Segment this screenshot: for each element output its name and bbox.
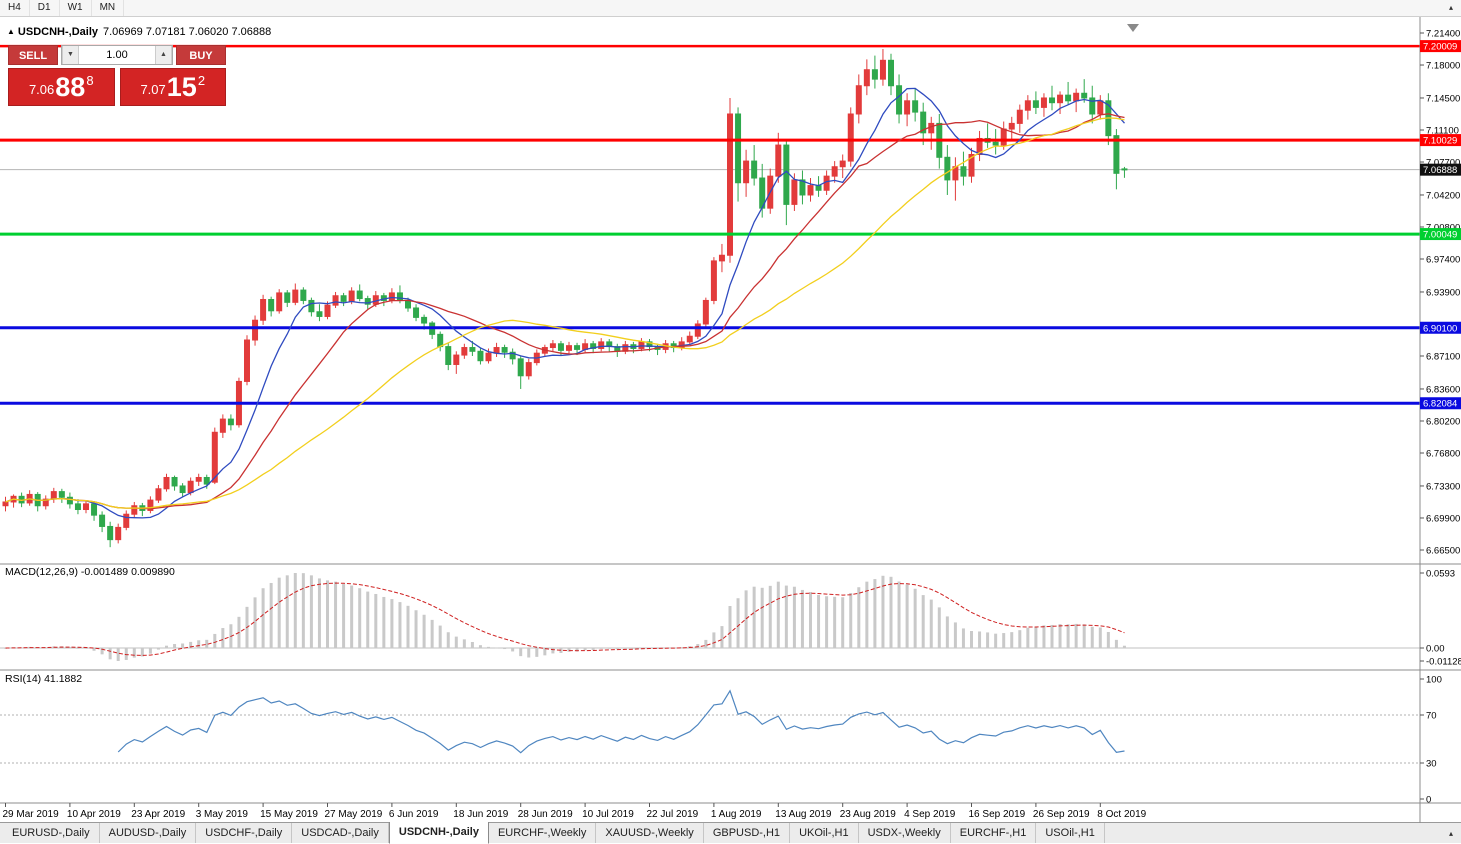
symbol-marker-icon: ▲ (7, 26, 15, 36)
svg-text:6 Jun 2019: 6 Jun 2019 (389, 809, 439, 820)
svg-text:13 Aug 2019: 13 Aug 2019 (775, 809, 832, 820)
toolbar-overflow-icon[interactable]: ▴ (1448, 3, 1453, 12)
volume-decrease-button[interactable]: ▼ (62, 45, 79, 64)
macd-indicator-label: MACD(12,26,9) -0.001489 0.009890 (5, 565, 175, 578)
chart-tab-gbpusd-h1[interactable]: GBPUSD-,H1 (704, 823, 791, 843)
svg-text:7.20009: 7.20009 (1423, 42, 1457, 53)
svg-text:3 May 2019: 3 May 2019 (196, 809, 249, 820)
svg-text:7.06888: 7.06888 (1423, 165, 1457, 176)
svg-text:7.14500: 7.14500 (1426, 93, 1460, 104)
svg-text:30: 30 (1426, 758, 1437, 769)
svg-text:1 Aug 2019: 1 Aug 2019 (711, 809, 762, 820)
chart-tab-bar: EURUSD-,Daily AUDUSD-,Daily USDCHF-,Daily U… (0, 821, 1461, 844)
rsi-indicator-label: RSI(14) 41.1882 (5, 672, 83, 685)
svg-text:6.69900: 6.69900 (1426, 513, 1460, 524)
chart-title: ▲ USDCNH-,Daily 7.06969 7.07181 7.06020 7.… (7, 26, 271, 38)
svg-text:26 Sep 2019: 26 Sep 2019 (1033, 809, 1090, 820)
svg-text:28 Jun 2019: 28 Jun 2019 (518, 809, 573, 820)
sell-price-pipette: 8 (86, 72, 94, 88)
svg-text:7.04200: 7.04200 (1426, 190, 1460, 201)
buy-price-button[interactable]: 7.07 15 2 (119, 67, 226, 106)
svg-text:10 Jul 2019: 10 Jul 2019 (582, 809, 634, 820)
chart-tab-eurusd-daily[interactable]: EURUSD-,Daily (3, 823, 100, 843)
svg-text:7.11100: 7.11100 (1426, 125, 1459, 136)
chart-tab-audusd-daily[interactable]: AUDUSD-,Daily (100, 823, 197, 843)
svg-text:-0.01128: -0.01128 (1426, 656, 1461, 667)
svg-text:6.87100: 6.87100 (1426, 351, 1460, 362)
chart-tab-eurchf-weekly[interactable]: EURCHF-,Weekly (489, 823, 597, 843)
trade-panel-header-row: SELL ▼ 1.00 ▲ BUY (8, 44, 226, 65)
chart-tab-strip: EURUSD-,Daily AUDUSD-,Daily USDCHF-,Daily U… (3, 821, 1105, 844)
tab-scroll-icon[interactable]: ▴ (1448, 828, 1453, 838)
svg-text:0: 0 (1426, 794, 1431, 805)
volume-field[interactable]: ▼ 1.00 ▲ (61, 44, 173, 65)
svg-text:0.00: 0.00 (1426, 643, 1445, 654)
svg-text:7.00800: 7.00800 (1426, 222, 1460, 233)
svg-text:27 May 2019: 27 May 2019 (325, 809, 383, 820)
sell-price-big-digits: 88 (55, 71, 86, 102)
svg-text:0.0593: 0.0593 (1426, 568, 1455, 579)
timeframe-button-h4[interactable]: H4 (0, 0, 30, 16)
svg-text:6.73300: 6.73300 (1426, 481, 1460, 492)
svg-text:8 Oct 2019: 8 Oct 2019 (1097, 809, 1146, 820)
svg-text:100: 100 (1426, 674, 1442, 685)
volume-increase-button[interactable]: ▲ (155, 45, 172, 64)
svg-text:18 Jun 2019: 18 Jun 2019 (453, 809, 508, 820)
buy-price-big-digits: 15 (166, 71, 197, 102)
chart-tab-xauusd-weekly[interactable]: XAUUSD-,Weekly (596, 823, 704, 843)
svg-text:29 Mar 2019: 29 Mar 2019 (3, 809, 60, 820)
svg-text:10 Apr 2019: 10 Apr 2019 (67, 809, 121, 820)
svg-text:6.82084: 6.82084 (1423, 399, 1457, 410)
chart-symbol-label: USDCNH-,Daily (17, 25, 98, 38)
svg-text:6.80200: 6.80200 (1426, 416, 1460, 427)
svg-text:7.00049: 7.00049 (1423, 230, 1457, 241)
svg-text:23 Apr 2019: 23 Apr 2019 (131, 809, 185, 820)
timeframe-group: H4 D1 W1 MN (0, 0, 125, 16)
timeframe-button-mn[interactable]: MN (92, 0, 125, 16)
price-chart-canvas[interactable]: 7.214007.180007.145007.111007.077007.042… (0, 16, 1461, 823)
chart-tab-usdx-weekly[interactable]: USDX-,Weekly (859, 823, 951, 843)
chart-tab-usdcnh-daily[interactable]: USDCNH-,Daily (388, 821, 489, 844)
buy-button[interactable]: BUY (176, 44, 226, 65)
chart-region: 7.21400 7.18000 7.14500 7.11100 7.07700 7.042… (0, 16, 1461, 823)
svg-text:6.83600: 6.83600 (1426, 384, 1460, 395)
chart-tab-usdcad-daily[interactable]: USDCAD-,Daily (292, 823, 389, 843)
volume-value[interactable]: 1.00 (106, 48, 128, 61)
svg-text:22 Jul 2019: 22 Jul 2019 (647, 809, 699, 820)
svg-text:15 May 2019: 15 May 2019 (260, 809, 318, 820)
chart-ohlc-values: 7.06969 7.07181 7.06020 7.06888 (103, 25, 272, 38)
svg-text:7.21400: 7.21400 (1426, 28, 1460, 39)
timeframe-toolbar: H4 D1 W1 MN ▴ (0, 0, 1461, 17)
sell-button[interactable]: SELL (8, 44, 58, 65)
timeframe-button-w1[interactable]: W1 (60, 0, 92, 16)
svg-text:6.90100: 6.90100 (1423, 323, 1457, 334)
chart-tab-ukoil-h1[interactable]: UKOil-,H1 (790, 823, 859, 843)
trade-panel-price-row: 7.06 88 8 7.07 15 2 (8, 67, 226, 106)
svg-text:7.07700: 7.07700 (1426, 157, 1460, 168)
chart-tab-usoil-h1[interactable]: USOil-,H1 (1036, 823, 1105, 843)
sell-price-button[interactable]: 7.06 88 8 (8, 67, 115, 106)
svg-text:6.97400: 6.97400 (1426, 254, 1460, 265)
buy-price-prefix: 7.07 (140, 82, 166, 98)
chart-tab-eurchf-h1[interactable]: EURCHF-,H1 (951, 823, 1037, 843)
one-click-trade-panel: SELL ▼ 1.00 ▲ BUY 7.06 88 8 7.07 15 2 (8, 44, 226, 106)
svg-text:6.66500: 6.66500 (1426, 545, 1460, 556)
svg-text:7.10029: 7.10029 (1423, 136, 1457, 147)
chart-tab-usdchf-daily[interactable]: USDCHF-,Daily (196, 823, 293, 843)
svg-text:23 Aug 2019: 23 Aug 2019 (840, 809, 897, 820)
svg-text:7.18000: 7.18000 (1426, 61, 1460, 72)
buy-price-pipette: 2 (197, 72, 206, 88)
sell-price-prefix: 7.06 (28, 82, 55, 98)
svg-text:6.93900: 6.93900 (1426, 287, 1460, 298)
svg-text:70: 70 (1426, 710, 1437, 721)
svg-text:4 Sep 2019: 4 Sep 2019 (904, 809, 956, 820)
svg-text:6.76800: 6.76800 (1426, 448, 1460, 459)
toolbar-spacer (124, 0, 1441, 16)
svg-text:16 Sep 2019: 16 Sep 2019 (969, 809, 1026, 820)
timeframe-button-d1[interactable]: D1 (30, 0, 60, 16)
